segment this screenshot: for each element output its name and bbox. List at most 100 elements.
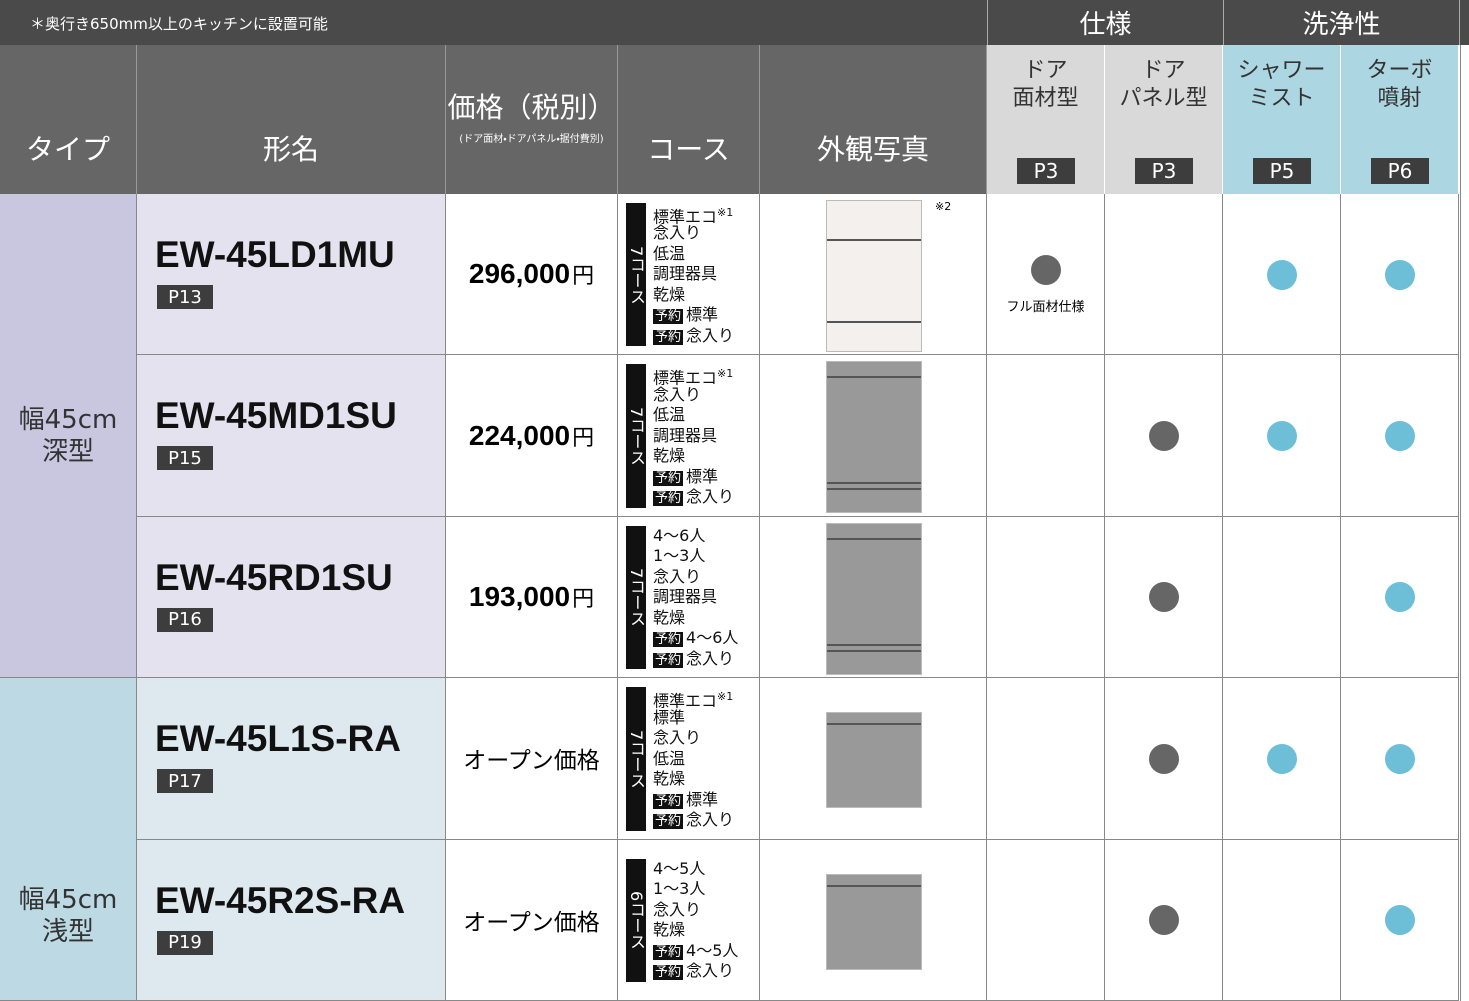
- course-text: 1〜3人: [653, 879, 706, 899]
- course-text: 念入り: [686, 961, 735, 981]
- course-count: 7コース: [627, 729, 646, 788]
- feature-header: ターボ 噴射 P6: [1341, 45, 1459, 194]
- photo-line: [827, 239, 921, 241]
- photo-line: [827, 643, 921, 646]
- course-text: 標準エコ: [653, 207, 718, 227]
- feature-dot: [1149, 743, 1179, 774]
- course-text: 低温: [653, 243, 686, 263]
- course-item: 調理器具: [653, 264, 717, 285]
- product-photo: [826, 522, 922, 675]
- photo-cell: ※2: [760, 194, 987, 356]
- course-count: 6コース: [627, 891, 646, 950]
- model-name: EW-45MD1SU: [155, 395, 397, 437]
- reserve-badge: 予約: [653, 632, 684, 648]
- product-photo: [826, 361, 922, 514]
- model-cell: EW-45L1S-RA P17: [137, 678, 446, 840]
- feature-page: P5: [1253, 158, 1311, 184]
- model-cell: EW-45RD1SU P16: [137, 516, 446, 679]
- reserve-badge: 予約: [653, 470, 684, 486]
- course-count: 7コース: [627, 406, 646, 466]
- feature-dot: [1149, 421, 1179, 452]
- course-cell: 7コース 4〜6人 1〜3人 念入り 調理器具 乾燥 予約 4〜6人 予約 念入り: [618, 516, 760, 679]
- course-item: 予約 4〜5人: [653, 941, 738, 964]
- course-text: 標準: [686, 305, 719, 325]
- price: オープン価格: [463, 748, 600, 775]
- course-item: 念入り: [653, 567, 701, 588]
- feature-dot: [1385, 905, 1415, 936]
- price: オープン価格: [463, 909, 600, 936]
- course-note: ※1: [717, 367, 734, 381]
- price: 224,000: [468, 419, 571, 451]
- feature-label: ターボ 噴射: [1366, 58, 1433, 111]
- course-text: 標準: [686, 466, 719, 486]
- course-count: 7コース: [627, 568, 646, 627]
- feature-cell: [1341, 678, 1459, 840]
- photo-cell: [760, 355, 987, 517]
- feature-cell: [1341, 194, 1459, 356]
- photo-line: [827, 723, 921, 726]
- course-cell: 7コース 標準エコ※1 念入り 低温 調理器具 乾燥 予約 標準 予約 念入り: [618, 355, 760, 517]
- feature-cell: [1105, 678, 1223, 840]
- course-count-bar: 7コース: [626, 364, 646, 508]
- photo-note: ※2: [935, 200, 952, 213]
- price-cell: オープン価格: [446, 839, 618, 1001]
- photo-cell: [760, 839, 987, 1001]
- course-item: 予約 標準: [653, 467, 718, 490]
- course-text: 標準エコ: [653, 368, 718, 388]
- course-text: 念入り: [686, 325, 735, 345]
- type-label: 幅45cm 深型: [18, 404, 118, 467]
- course-text: 1〜3人: [653, 546, 706, 566]
- model-cell: EW-45MD1SU P15: [137, 355, 446, 517]
- feature-dot: [1385, 421, 1415, 452]
- feature-dot: [1267, 421, 1297, 452]
- feature-cell: [1223, 839, 1341, 1001]
- course-text: 低温: [653, 405, 686, 425]
- photo-line: [827, 376, 921, 379]
- course-item: 4〜5人: [653, 859, 705, 880]
- photo-line: [827, 488, 921, 491]
- course-text: 乾燥: [653, 769, 686, 789]
- course-text: 標準エコ: [653, 691, 718, 711]
- model-page: P15: [157, 446, 213, 471]
- feature-cell: [1341, 355, 1459, 517]
- model-page: P13: [157, 285, 213, 309]
- course-cell: 6コース 4〜5人 1〜3人 念入り 乾燥 予約 4〜5人 予約 念入り: [618, 839, 760, 1001]
- feature-cell: [1105, 355, 1223, 517]
- course-item: 念入り: [653, 728, 701, 749]
- course-text: 乾燥: [653, 446, 686, 466]
- feature-dot: [1385, 582, 1415, 613]
- course-text: 念入り: [653, 566, 702, 586]
- feature-dot: [1031, 255, 1061, 285]
- course-item: 標準エコ※1: [653, 364, 733, 389]
- feature-cell: [1105, 516, 1223, 679]
- course-text: 念入り: [686, 487, 735, 507]
- feature-label: ドア 面材型: [1012, 58, 1079, 111]
- header-cell: 形名: [137, 45, 446, 194]
- type-cell: 幅45cm 深型: [0, 194, 137, 679]
- course-item: 標準エコ※1: [653, 687, 733, 712]
- course-text: 標準: [686, 789, 719, 809]
- course-item: 予約 標準: [653, 305, 718, 328]
- reserve-badge: 予約: [653, 793, 684, 809]
- feature-dot: [1149, 582, 1179, 613]
- course-item: 乾燥: [653, 608, 685, 629]
- course-text: 念入り: [653, 384, 702, 404]
- header-course: コース: [647, 133, 730, 166]
- type-label: 幅45cm 浅型: [18, 884, 118, 947]
- note: ＊奥行き650mm以上のキッチンに設置可能: [30, 15, 328, 33]
- type-cell: 幅45cm 浅型: [0, 678, 137, 1001]
- feature-cell: [1223, 194, 1341, 356]
- product-photo: [826, 712, 922, 809]
- feature-header: シャワー ミスト P5: [1223, 45, 1341, 194]
- course-item: 乾燥: [653, 285, 685, 306]
- photo-line: [827, 884, 921, 887]
- course-text: 4〜5人: [653, 858, 706, 878]
- photo-cell: [760, 678, 987, 840]
- feature-header: ドア パネル型 P3: [1105, 45, 1223, 194]
- reserve-badge: 予約: [653, 309, 684, 325]
- model-name: EW-45LD1MU: [155, 234, 395, 275]
- course-item: 予約 念入り: [653, 961, 734, 984]
- course-item: 乾燥: [653, 769, 685, 790]
- header-cell: 外観写真: [760, 45, 987, 194]
- course-item: 調理器具: [653, 587, 717, 608]
